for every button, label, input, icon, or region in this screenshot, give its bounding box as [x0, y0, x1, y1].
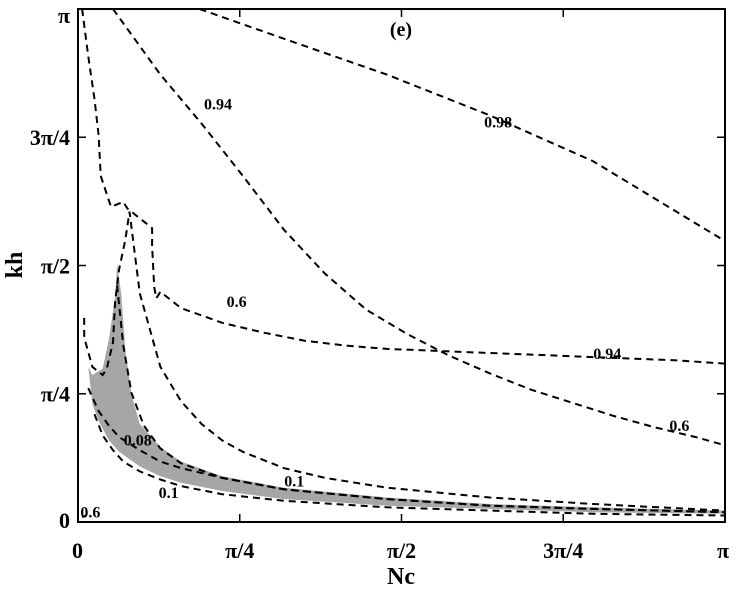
y-axis-title: kh: [2, 252, 28, 279]
contour-label-4: 0.6: [669, 418, 689, 435]
x-tick-label: π/4: [225, 538, 254, 563]
x-tick-label: 3π/4: [543, 538, 583, 563]
x-axis-title: Nc: [387, 564, 415, 589]
contour-label-3: 0.6: [227, 294, 247, 311]
contour-label-8: 0.1: [159, 485, 179, 502]
contour-label-2: 0.94: [593, 346, 621, 363]
y-tick-label: π/4: [41, 382, 70, 407]
y-tick-label: 0: [59, 508, 70, 533]
contour-label-0: 0.98: [484, 114, 512, 131]
x-tick-label: π/2: [387, 538, 416, 563]
y-tick-label: π: [58, 3, 70, 28]
contour-line-0: [199, 8, 726, 242]
y-tick-label: 3π/4: [30, 125, 70, 150]
contour-lines-layer: [81, 8, 726, 519]
contour-line-4: [81, 514, 87, 519]
contour-label-6: 0.08: [124, 433, 152, 450]
y-tick-label: π/2: [41, 253, 70, 278]
contour-label-7: 0.1: [284, 473, 304, 490]
contour-line-7: [116, 285, 726, 514]
contour-line-6: [93, 413, 726, 517]
contour-line-1: [112, 8, 726, 447]
x-tick-label: 0: [72, 538, 83, 563]
contour-labels-layer: 0.98 0.94 0.94 0.6 0.6 0.6 0.08 0.1 0.1: [80, 96, 689, 521]
panel-label: (e): [390, 19, 412, 41]
x-tick-label: π: [717, 538, 729, 563]
contour-label-1: 0.94: [204, 96, 232, 113]
contour-line-3: [83, 211, 726, 512]
ticks-layer: 0 π/4 π/2 3π/4 π 0 π/4 π/2 3π/4 π: [30, 3, 729, 563]
contour-label-5: 0.6: [80, 504, 100, 521]
